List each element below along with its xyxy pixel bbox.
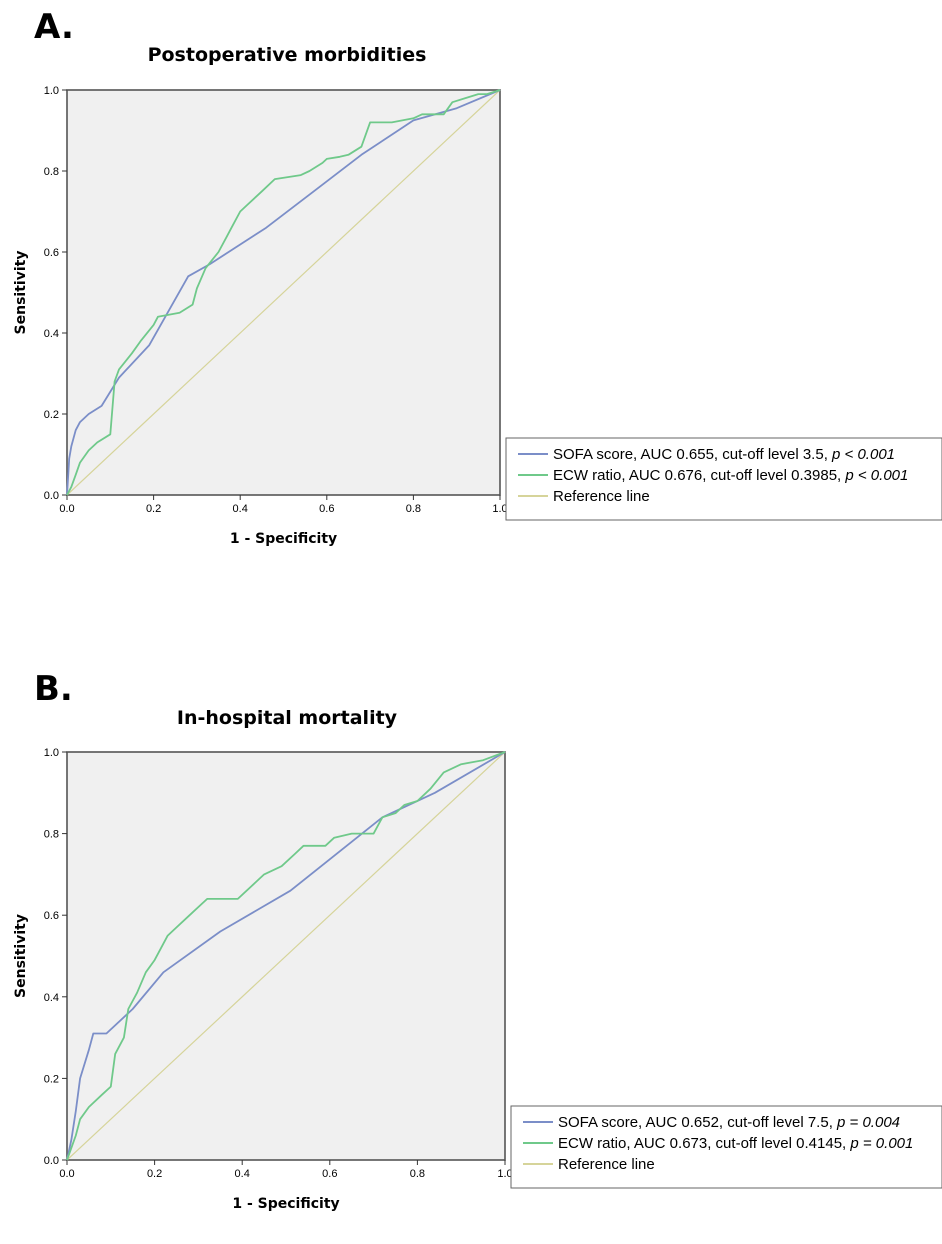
y-tick-label: 0.4	[44, 992, 59, 1004]
y-tick-label: 0.0	[44, 1155, 59, 1167]
y-tick-label: 1.0	[44, 747, 59, 759]
y-axis-label: Sensitivity	[13, 914, 29, 998]
legend-entry-sofa: SOFA score, AUC 0.655, cut-off level 3.5…	[553, 446, 895, 463]
y-tick-label: 0.0	[44, 490, 59, 502]
legend-label: ECW ratio, AUC 0.676, cut-off level 0.39…	[553, 467, 845, 484]
legend-entry-reference: Reference line	[553, 488, 650, 505]
legend-p-value: p = 0.004	[836, 1114, 900, 1131]
x-tick-label: 1.0	[497, 1168, 512, 1180]
y-tick-label: 0.6	[44, 910, 59, 922]
y-tick-label: 0.8	[44, 829, 59, 841]
x-tick-label: 0.8	[406, 503, 421, 515]
legend-entry-ecw: ECW ratio, AUC 0.676, cut-off level 0.39…	[553, 467, 908, 484]
legend-p-value: p < 0.001	[844, 467, 908, 484]
x-tick-label: 0.8	[410, 1168, 425, 1180]
chart-panel-b: B. In-hospital mortality 0.0 0.2 0.4 0.6 0.8 1.…	[13, 669, 942, 1212]
x-tick-label: 0.6	[322, 1168, 337, 1180]
x-tick-label: 0.0	[59, 1168, 74, 1180]
panel-letter: A.	[34, 7, 74, 47]
legend-entry-sofa: SOFA score, AUC 0.652, cut-off level 7.5…	[558, 1114, 900, 1131]
y-tick-label: 1.0	[44, 85, 59, 97]
y-tick-label: 0.2	[44, 1073, 59, 1085]
x-tick-label: 1.0	[492, 503, 507, 515]
legend-label: ECW ratio, AUC 0.673, cut-off level 0.41…	[558, 1135, 850, 1152]
x-tick-label: 0.2	[147, 1168, 162, 1180]
legend-entry-ecw: ECW ratio, AUC 0.673, cut-off level 0.41…	[558, 1135, 913, 1152]
x-tick-label: 0.6	[319, 503, 334, 515]
y-tick-label: 0.2	[44, 409, 59, 421]
panel-letter: B.	[34, 669, 73, 709]
y-tick-label: 0.8	[44, 166, 59, 178]
legend-label: Reference line	[558, 1156, 655, 1173]
legend-label: SOFA score, AUC 0.655, cut-off level 3.5…	[553, 446, 832, 463]
x-tick-label: 0.2	[146, 503, 161, 515]
legend-label: SOFA score, AUC 0.652, cut-off level 7.5…	[558, 1114, 837, 1131]
chart-panel-a: A. Postoperative morbidities 0.0 0.2 0.4 0.6 0…	[13, 7, 942, 547]
chart-title: In-hospital mortality	[177, 707, 398, 729]
legend-label: Reference line	[553, 488, 650, 505]
y-tick-label: 0.6	[44, 247, 59, 259]
legend-p-value: p < 0.001	[831, 446, 895, 463]
x-tick-label: 0.4	[233, 503, 248, 515]
x-axis-label: 1 - Specificity	[232, 1196, 339, 1212]
x-axis-label: 1 - Specificity	[230, 531, 337, 547]
legend-p-value: p = 0.001	[849, 1135, 913, 1152]
legend-entry-reference: Reference line	[558, 1156, 655, 1173]
x-tick-label: 0.4	[235, 1168, 250, 1180]
chart-title: Postoperative morbidities	[148, 44, 427, 66]
y-axis-label: Sensitivity	[13, 251, 29, 335]
x-tick-label: 0.0	[59, 503, 74, 515]
y-tick-label: 0.4	[44, 328, 59, 340]
